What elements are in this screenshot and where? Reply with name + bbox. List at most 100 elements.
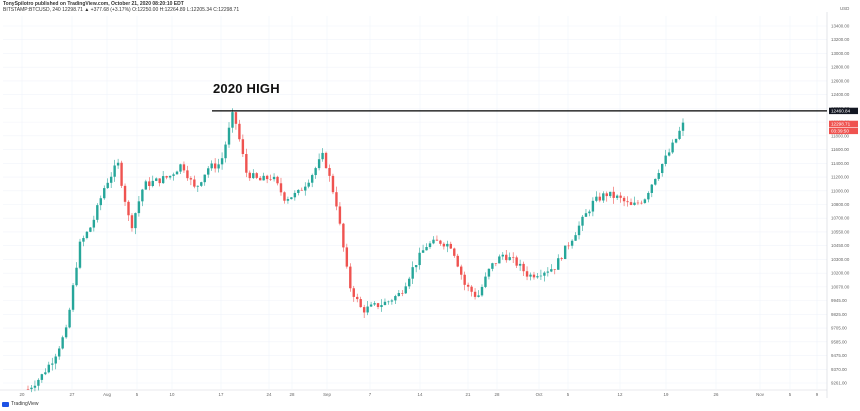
- candle-body: [349, 266, 352, 289]
- candle-body: [290, 197, 293, 200]
- candle-body: [425, 247, 428, 251]
- candle-body: [338, 206, 342, 224]
- candle-body: [602, 193, 605, 201]
- candle-body: [109, 176, 113, 183]
- y-tick-label: 12400.00: [831, 92, 850, 97]
- candle-body: [297, 189, 300, 193]
- y-tick-label: 9585.00: [831, 339, 847, 344]
- candle-body: [387, 301, 390, 303]
- y-tick-label: 9261.00: [831, 381, 847, 386]
- candle-body: [172, 174, 175, 176]
- candle-body: [609, 191, 612, 197]
- candle-body: [307, 182, 310, 187]
- candle-body: [47, 364, 50, 373]
- x-tick-label: Sep: [323, 392, 331, 397]
- candle-body: [342, 223, 345, 248]
- candle-body: [314, 168, 317, 176]
- candle-body: [207, 168, 210, 175]
- candle-body: [567, 245, 570, 247]
- candle-body: [189, 178, 193, 180]
- y-tick-label: 11400.00: [831, 161, 850, 166]
- candle-body: [373, 303, 376, 305]
- candle-body: [82, 238, 85, 242]
- candle-body: [466, 284, 470, 287]
- candle-body: [667, 152, 671, 156]
- y-tick-label: 9825.00: [831, 312, 847, 317]
- candle-body: [647, 192, 650, 200]
- candle-body: [182, 164, 186, 171]
- x-tick-label: 20: [20, 392, 25, 397]
- candle-body: [89, 227, 92, 232]
- candle-body: [439, 240, 442, 244]
- candle-body: [491, 263, 494, 269]
- candle-body: [494, 263, 498, 264]
- candle-body: [411, 267, 414, 279]
- candle-body: [359, 299, 362, 308]
- candle-body: [498, 256, 501, 264]
- candle-body: [44, 372, 47, 375]
- candle-body: [168, 175, 172, 178]
- candle-body: [203, 174, 206, 183]
- candle-body: [518, 263, 522, 266]
- candle-body: [546, 271, 550, 273]
- y-tick-label: 10070.00: [831, 284, 850, 289]
- candle-body: [404, 286, 407, 294]
- candle-body: [449, 243, 453, 249]
- y-tick-label: 10700.00: [831, 216, 850, 221]
- candle-body: [674, 138, 678, 143]
- candle-body: [255, 173, 258, 178]
- footer-branding[interactable]: TradingView: [2, 401, 39, 407]
- candle-body: [442, 243, 446, 247]
- x-tick-label: 26: [714, 392, 719, 397]
- candle-body: [78, 241, 82, 268]
- candle-body: [557, 258, 560, 270]
- candle-body: [304, 186, 307, 191]
- candle-body: [536, 276, 539, 278]
- candle-body: [258, 177, 262, 181]
- candle-body: [414, 265, 418, 268]
- candle-body: [155, 178, 158, 181]
- candle-body: [681, 122, 685, 131]
- candle-body: [200, 182, 203, 186]
- candle-body: [286, 199, 290, 201]
- candle-body: [435, 239, 439, 241]
- x-tick-label: 19: [664, 392, 669, 397]
- candle-body: [293, 192, 297, 198]
- candle-body: [643, 199, 647, 203]
- candle-body: [30, 387, 33, 390]
- candle-body: [570, 240, 574, 246]
- candle-body: [193, 179, 196, 187]
- candle-body: [477, 295, 480, 297]
- candle-body: [501, 254, 504, 257]
- candle-body: [317, 159, 321, 169]
- candle-body: [421, 250, 425, 253]
- candle-body: [144, 181, 148, 190]
- x-tick-label: 27: [70, 392, 75, 397]
- candle-body: [165, 176, 168, 178]
- last-price-badge: [829, 127, 858, 135]
- candle-body: [678, 130, 681, 139]
- candle-body: [265, 175, 269, 180]
- candle-body: [231, 112, 234, 128]
- candle-body: [588, 211, 591, 214]
- candle-body: [224, 144, 227, 159]
- candle-body: [563, 245, 567, 260]
- candle-body: [598, 196, 602, 201]
- candle-body: [650, 184, 654, 193]
- x-tick-label: 24: [267, 392, 272, 397]
- y-tick-label: 12600.00: [831, 78, 850, 83]
- candle-body: [543, 272, 546, 276]
- candle-body: [186, 170, 189, 179]
- candle-body: [300, 189, 303, 191]
- candle-body: [352, 288, 355, 297]
- candle-body: [591, 200, 595, 212]
- candle-body: [432, 239, 435, 244]
- candle-body: [640, 202, 643, 204]
- candle-body: [276, 176, 279, 184]
- x-tick-label: 5: [567, 392, 570, 397]
- candle-body: [137, 201, 141, 214]
- y-tick-label: 9475.00: [831, 353, 847, 358]
- candle-body: [40, 374, 44, 380]
- candle-body: [127, 201, 130, 216]
